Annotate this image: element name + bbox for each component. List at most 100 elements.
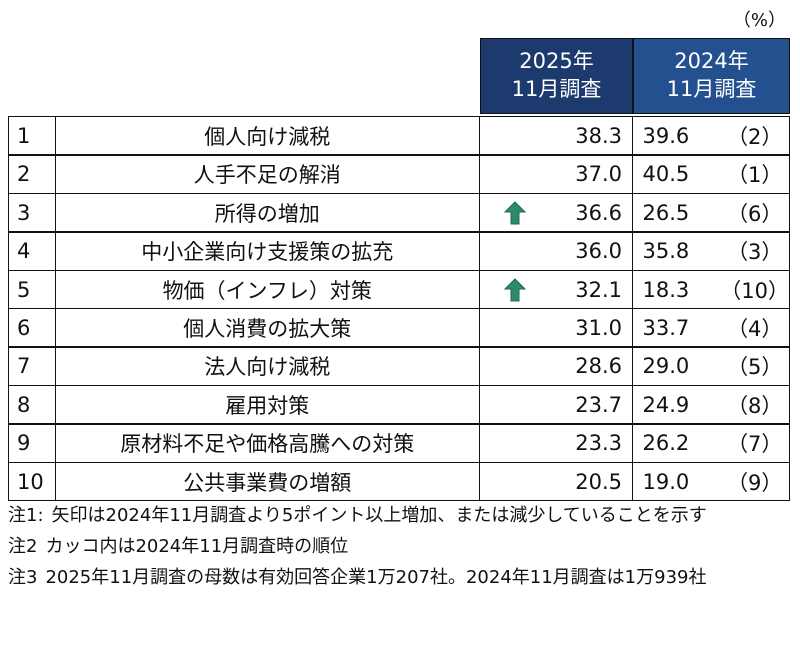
value-2025: 38.3 [575,123,622,148]
item-cell: 公共事業費の増額 [54,461,480,502]
header-cell: 2024年 11月調査 [633,38,790,114]
value-2025: 36.6 [575,200,622,225]
rank-cell: 9 [8,423,56,464]
value-2025-cell: 23.3 [478,423,633,464]
item-cell: 物価（インフレ）対策 [54,269,480,310]
value-2024-cell: 26.5 （6） [631,192,790,233]
rank-2024: （3） [727,240,783,265]
value-2024: 39.6 [642,123,690,148]
rank-cell: 10 [8,461,56,502]
rank: 8 [17,392,31,417]
unit-label: （%） [732,10,786,31]
value-2024-cell: 26.2 （7） [631,423,790,464]
rank: 10 [17,469,44,494]
item: 所得の増加 [214,201,320,226]
rank-cell: 7 [8,346,56,387]
value-2024-cell: 18.3 （10） [631,269,790,310]
note: 注2 カッコ内は2024年11月調査時の順位 [8,533,788,560]
value-2025-cell: 31.0 [478,308,633,348]
value-2024-cell: 29.0 （5） [631,346,790,387]
rank: 6 [17,315,31,340]
rank-2024: （10） [720,278,789,303]
item-cell: 個人消費の拡大策 [54,308,480,348]
note-label: 注1: [8,505,44,526]
rank-2024: （8） [727,393,783,418]
rank-2024: （4） [727,316,783,341]
value-2025: 36.0 [575,239,622,264]
arrow-shape [503,201,526,225]
value-2025: 32.1 [575,277,622,302]
note-text: 2025年11月調査の母数は有効回答企業1万207社。2024年11月調査は1万… [45,567,707,588]
rank-cell: 1 [8,116,56,156]
item-cell: 雇用対策 [54,384,480,425]
value-2024: 19.0 [642,469,690,494]
value-2024: 35.8 [642,239,690,264]
value-2024-cell: 24.9 （8） [631,384,790,425]
rank-2024: （2） [727,124,783,149]
value-2024: 29.0 [642,354,690,379]
rank-cell: 8 [8,384,56,425]
rank: 5 [17,277,31,302]
value-2025-cell: 20.5 [478,461,633,502]
value-2024-cell: 19.0 （9） [631,461,790,502]
value-2024: 26.2 [642,431,690,456]
item: 物価（インフレ）対策 [162,278,372,303]
arrow-shape [503,277,526,302]
rank-2024: （5） [727,355,783,380]
value-2025: 23.3 [575,431,622,456]
note-label: 注3 [8,567,38,588]
note-text: カッコ内は2024年11月調査時の順位 [45,536,349,557]
item-cell: 人手不足の解消 [54,154,480,195]
rank-2024: （6） [727,201,783,226]
rank-cell: 2 [8,154,56,195]
value-2024-cell: 35.8 （3） [631,231,790,272]
rank: 3 [17,200,31,225]
item: 個人消費の拡大策 [183,316,352,341]
value-2025-cell: 23.7 [478,384,633,425]
item: 個人向け減税 [204,124,331,149]
value-2025-cell: 36.0 [478,231,633,272]
value-2025-cell: 28.6 [478,346,633,387]
value-2024: 26.5 [642,200,690,225]
rank-2024: （1） [727,163,783,188]
rank: 9 [17,431,31,456]
value-2024: 33.7 [642,315,690,340]
rank: 2 [17,162,31,187]
header-line: 11月調査 [666,77,757,101]
value-2025: 23.7 [575,392,622,417]
rank-cell: 5 [8,269,56,310]
rank-2024: （9） [727,470,783,495]
item-cell: 中小企業向け支援策の拡充 [54,231,480,272]
value-2024-cell: 39.6 （2） [631,116,790,156]
rank: 1 [17,123,31,148]
value-2025: 37.0 [575,162,622,187]
note-label: 注2 [8,536,38,557]
value-2025-cell: 38.3 [478,116,633,156]
item: 公共事業費の増額 [183,470,352,495]
up-arrow [503,277,526,302]
item: 原材料不足や価格高騰への対策 [120,432,415,457]
header-line: 2025年 [519,49,594,73]
item: 法人向け減税 [204,355,331,380]
value-2025: 20.5 [575,469,622,494]
value-2024: 40.5 [642,162,690,187]
notes: 注1: 矢印は2024年11月調査より5ポイント以上増加、または減少していることを… [8,502,788,595]
rank: 7 [17,354,31,379]
item-cell: 法人向け減税 [54,346,480,387]
up-arrow [503,201,526,225]
item: 中小企業向け支援策の拡充 [141,240,394,265]
item: 雇用対策 [225,393,310,418]
value-2025-cell: 36.6 [478,192,633,233]
item-cell: 個人向け減税 [54,116,480,156]
rank-2024: （7） [727,432,783,457]
rank: 4 [17,239,31,264]
rank-cell: 3 [8,192,56,233]
note: 注1: 矢印は2024年11月調査より5ポイント以上増加、または減少していることを… [8,502,788,529]
value-2024-cell: 33.7 （4） [631,308,790,348]
note-text: 矢印は2024年11月調査より5ポイント以上増加、または減少していることを示す [51,505,707,526]
value-2025-cell: 37.0 [478,154,633,195]
value-2025: 31.0 [575,315,622,340]
note: 注3 2025年11月調査の母数は有効回答企業1万207社。2024年11月調査は… [8,564,788,591]
